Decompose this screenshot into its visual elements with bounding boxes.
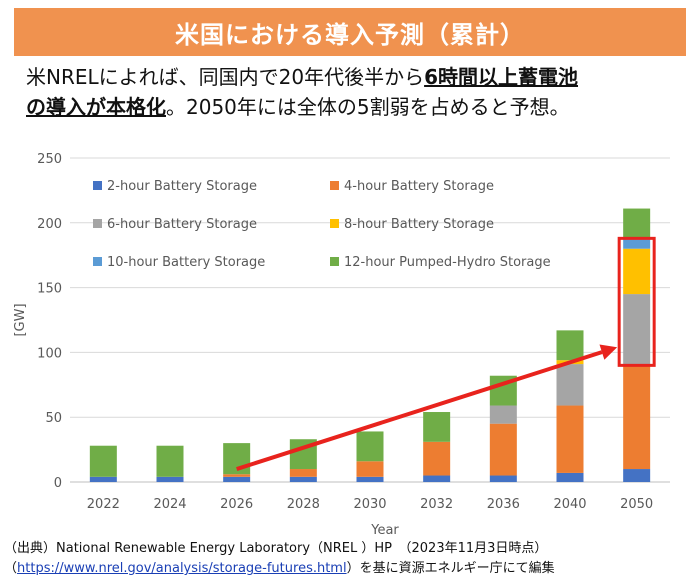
x-axis-label: Year (370, 523, 399, 538)
y-tick-label: 150 (37, 282, 62, 297)
lead-line-2: の導入が本格化。2050年には全体の5割弱を占めると予想。 (26, 92, 686, 122)
bar-segment (356, 431, 384, 462)
lead-line-1-text: 米NRELによれば、同国内で20年代後半から (26, 65, 425, 89)
lead-line-2-text: 。2050年には全体の5割弱を占めると予想。 (166, 95, 570, 119)
bar-segment (356, 476, 384, 482)
y-tick-label: 100 (37, 346, 62, 361)
bar-segment (489, 423, 517, 476)
legend-label: 12-hour Pumped-Hydro Storage (344, 255, 551, 270)
trend-arrow-line (236, 350, 603, 471)
legend-label: 4-hour Battery Storage (344, 179, 494, 194)
legend-swatch (93, 181, 102, 190)
source-note: （出典）National Renewable Energy Laboratory… (4, 539, 700, 579)
bar-segment (623, 248, 651, 295)
bar-segment (89, 476, 117, 482)
legend-label: 8-hour Battery Storage (344, 217, 494, 232)
page-title: 米国における導入予測（累計） (175, 20, 525, 49)
x-tick-label: 2028 (287, 497, 320, 512)
x-tick-label: 2050 (620, 497, 653, 512)
lead-line-1: 米NRELによれば、同国内で20年代後半から6時間以上蓄電池 (26, 62, 686, 92)
bar-segment (623, 208, 651, 239)
source-link[interactable]: https://www.nrel.gov/analysis/storage-fu… (17, 561, 347, 576)
legend-label: 10-hour Battery Storage (107, 255, 265, 270)
x-tick-label: 2032 (420, 497, 453, 512)
bar-segment (623, 238, 651, 249)
x-tick-label: 2030 (353, 497, 386, 512)
storage-forecast-chart: 0 50 100 150 200 250 [GW] 2022 2024 2026 2028 2030 2… (13, 152, 670, 538)
source-line-2-rest: ）を基に資源エネルギー庁にて編集 (346, 561, 555, 576)
bar-segment (289, 476, 317, 482)
lead-line-2-emphasis: の導入が本格化 (26, 95, 166, 119)
legend-swatch (93, 257, 102, 266)
bar-segment (556, 472, 584, 482)
bar-segment (289, 469, 317, 477)
x-tick-label: 2040 (553, 497, 586, 512)
legend-swatch (330, 257, 339, 266)
lead-text: 米NRELによれば、同国内で20年代後半から6時間以上蓄電池 の導入が本格化。2… (26, 62, 686, 122)
y-axis-label: [GW] (13, 303, 28, 336)
highlight-box (617, 236, 656, 367)
bar-segment (156, 476, 184, 482)
legend-swatch (330, 219, 339, 228)
bar-segment (556, 330, 584, 361)
bar-segment (423, 412, 451, 442)
x-tick-label: 2026 (220, 497, 253, 512)
legend-swatch (330, 181, 339, 190)
source-line-1: （出典）National Renewable Energy Laboratory… (4, 541, 548, 556)
bar-segment (223, 476, 251, 482)
x-tick-label: 2024 (153, 497, 186, 512)
bar-segment (423, 441, 451, 476)
legend-swatch (93, 219, 102, 228)
bar-segment (489, 405, 517, 424)
title-banner: 米国における導入予測（累計） (14, 8, 686, 56)
bar-segment (156, 445, 184, 477)
x-tick-label: 2036 (487, 497, 520, 512)
trend-arrow-head (599, 344, 618, 360)
y-tick-label: 250 (37, 152, 62, 167)
source-paren: （ (4, 561, 18, 576)
bar-segment (423, 475, 451, 482)
lead-line-1-emphasis: 6時間以上蓄電池 (424, 65, 579, 89)
bar-segment (223, 474, 251, 477)
bar-segment (623, 294, 651, 366)
bar-segment (556, 405, 584, 473)
y-tick-label: 200 (37, 217, 62, 232)
bar-segment (489, 475, 517, 482)
y-tick-label: 50 (45, 411, 62, 426)
y-tick-label: 0 (54, 476, 62, 491)
bar-segment (89, 445, 117, 477)
bar-segment (223, 443, 251, 475)
x-tick-label: 2022 (87, 497, 120, 512)
bar-segment (556, 364, 584, 406)
source-line-2: （https://www.nrel.gov/analysis/storage-f… (4, 559, 700, 579)
bar-segment (356, 461, 384, 477)
bar-segment (623, 469, 651, 482)
legend-label: 2-hour Battery Storage (107, 179, 257, 194)
bar-segment (623, 365, 651, 470)
legend-label: 6-hour Battery Storage (107, 217, 257, 232)
